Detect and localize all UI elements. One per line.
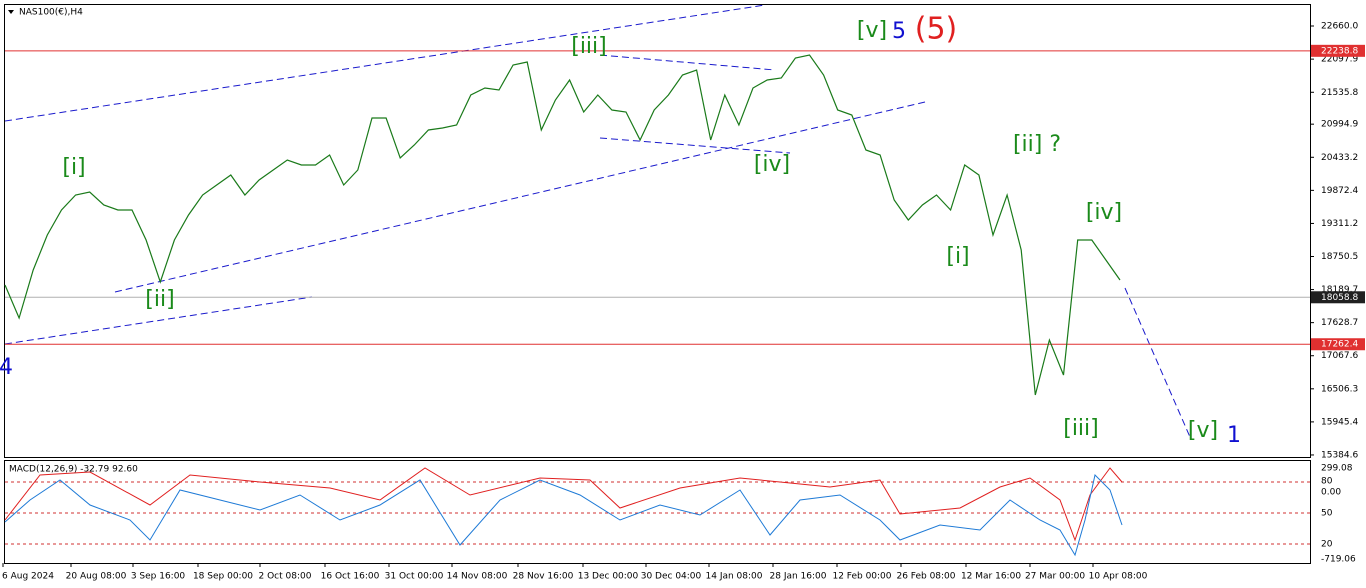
y-tick-label: 20994.9	[1321, 120, 1358, 130]
time-label: 13 Dec 00:00	[578, 572, 639, 582]
price-frame	[4, 4, 1311, 458]
wave-label: [iii]	[1063, 416, 1099, 441]
macd-axis-label: 50	[1321, 509, 1333, 519]
price-line	[4, 54, 1121, 396]
level-label: 22238.8	[1321, 46, 1358, 56]
time-label: 26 Feb 08:00	[896, 572, 955, 582]
y-tick-label: 19311.2	[1321, 219, 1358, 229]
wave-label: [ii]	[145, 287, 174, 312]
wave-label: (5)	[915, 12, 958, 47]
y-tick-label: 17628.7	[1321, 318, 1358, 328]
wave-label: [iv]	[1086, 200, 1122, 225]
symbol-title: NAS100(€),H4	[19, 8, 83, 18]
time-label: 12 Mar 16:00	[961, 572, 1021, 582]
wave-label: [v]	[857, 18, 887, 43]
level-box	[1311, 291, 1365, 304]
wave-label: [iii]	[571, 34, 607, 59]
time-label: 14 Nov 08:00	[447, 572, 508, 582]
macd-frame	[4, 460, 1311, 564]
level-label: 17262.4	[1321, 340, 1358, 350]
trendlines	[4, 4, 1191, 438]
wave-label: [i]	[946, 244, 969, 269]
y-tick-label: 19872.4	[1321, 186, 1358, 196]
wave-label: 5	[892, 19, 906, 44]
y-tick-label: 22660.0	[1321, 21, 1358, 31]
macd-axis-label: 80	[1321, 477, 1333, 487]
time-label: 16 Oct 16:00	[321, 572, 380, 582]
time-label: 2 Oct 08:00	[259, 572, 312, 582]
time-label: 30 Dec 04:00	[641, 572, 702, 582]
time-label: 6 Aug 2024	[2, 572, 54, 582]
macd-axis-label: 0.00	[1321, 488, 1341, 498]
time-label: 12 Feb 00:00	[832, 572, 891, 582]
time-label: 28 Jan 16:00	[770, 572, 827, 582]
wave-label: [v]	[1188, 418, 1218, 443]
time-label: 31 Oct 00:00	[385, 572, 444, 582]
y-tick-label: 15384.6	[1321, 450, 1358, 460]
time-label: 3 Sep 16:00	[131, 572, 186, 582]
y-tick-label: 17067.6	[1321, 351, 1358, 361]
wave-label: [iv]	[754, 152, 790, 177]
time-label: 27 Mar 00:00	[1025, 572, 1085, 582]
time-label: 28 Nov 16:00	[513, 572, 574, 582]
level-label: 18058.8	[1321, 293, 1358, 303]
y-tick-label: 20433.2	[1321, 153, 1358, 163]
y-tick-label: 22097.9	[1321, 55, 1358, 65]
wave-label: [i]	[62, 155, 85, 180]
y-tick-label: 21535.8	[1321, 88, 1358, 98]
level-box	[1311, 338, 1365, 351]
wave-label: 1	[1227, 423, 1241, 448]
macd-axis-label: -719.06	[1321, 555, 1356, 565]
time-label: 20 Aug 08:00	[66, 572, 127, 582]
wave-label: [ii] ?	[1013, 132, 1061, 157]
macd-drawing	[4, 467, 1310, 557]
macd-axis-label: 20	[1321, 540, 1333, 550]
macd-title: MACD(12,26,9) -32.79 92.60	[9, 465, 138, 475]
time-label: 18 Sep 00:00	[193, 572, 253, 582]
macd-axis-label: 299.08	[1321, 464, 1353, 474]
y-tick-label: 15945.4	[1321, 417, 1358, 427]
y-tick-label: 18189.7	[1321, 285, 1358, 295]
y-tick-label: 18750.5	[1321, 252, 1358, 262]
wave-label: 4	[0, 355, 13, 380]
level-box	[1311, 44, 1365, 57]
time-label: 10 Apr 08:00	[1089, 572, 1148, 582]
menu-arrow[interactable]	[8, 10, 14, 14]
y-tick-label: 16506.3	[1321, 384, 1358, 394]
time-label: 14 Jan 08:00	[706, 572, 763, 582]
